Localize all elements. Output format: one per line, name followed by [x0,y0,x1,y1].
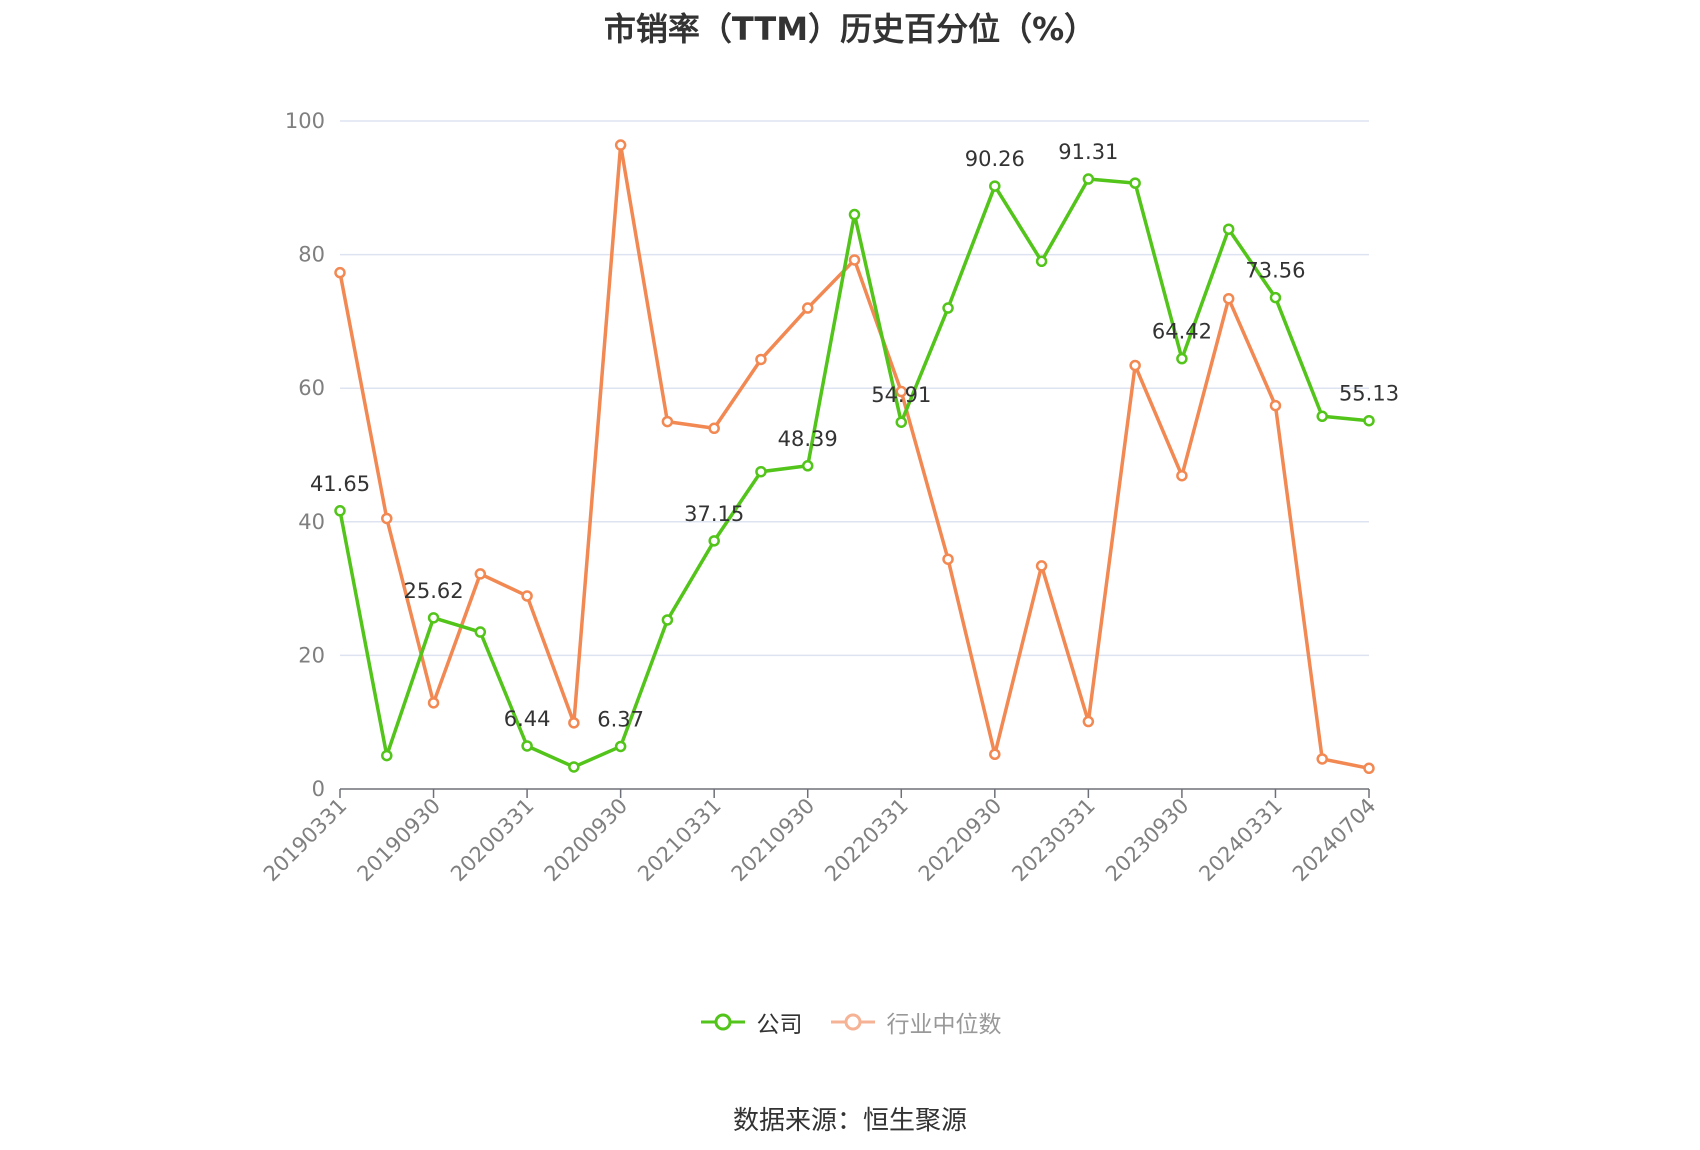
x-tick-label: 20230331 [1007,794,1100,887]
data-point-industry [568,717,580,729]
data-point-company [1035,255,1048,268]
data-point-company [1316,410,1328,423]
data-point-company [381,749,393,762]
data-point-industry [1316,753,1328,765]
axes: 0 20 40 60 80 100 20190331 20190930 20200331 2020… [259,109,1381,886]
data-point-company [334,505,346,517]
data-label-company: 25.62 [403,579,463,603]
data-point-company [427,612,440,624]
data-point-industry [1222,292,1235,305]
data-point-industry [1035,560,1048,572]
data-labels: 41.65 25.62 6.44 6.37 37.15 48.39 54.91 90.26 91… [310,140,1399,731]
data-point-industry [895,385,908,398]
data-point-company [661,614,674,626]
y-tick-label: 60 [298,376,325,400]
data-point-company [895,416,908,428]
series-lines [334,139,1375,775]
data-source: 数据来源：恒生聚源 [732,1106,967,1136]
data-point-company [1222,223,1235,235]
legend: 公司 行业中位数 [0,1005,1700,1039]
data-label-company: 91.31 [1058,140,1118,164]
y-tick-label: 80 [298,243,325,267]
data-point-industry [1269,399,1282,412]
data-point-industry [848,254,861,266]
y-tick-label: 40 [298,510,325,534]
data-label-company: 37.15 [684,502,744,526]
data-point-company [708,535,720,547]
data-point-industry [708,422,720,435]
series-line-company [338,177,1370,769]
legend-label-company: 公司 [756,1012,803,1038]
y-tick-label: 100 [285,109,325,133]
data-point-industry [614,139,627,151]
data-label-company: 48.39 [778,427,838,451]
data-point-company [942,302,954,314]
x-tick-label: 20240331 [1194,794,1287,887]
x-tick-label: 20190930 [353,794,446,887]
data-point-company [521,740,533,752]
data-point-industry [381,512,393,525]
data-point-company [1176,352,1188,365]
data-point-company [848,208,861,221]
data-label-company: 41.65 [310,472,370,496]
x-tick-label: 20190331 [259,794,352,887]
data-label-company: 55.13 [1339,382,1399,406]
data-point-industry [1363,762,1375,775]
series-line-industry [338,143,1370,771]
x-tick-label: 20200930 [540,794,633,887]
grid-lines [340,120,1369,657]
data-label-company: 90.26 [965,147,1025,171]
data-point-industry [1176,469,1188,482]
legend-item-company[interactable]: 公司 [699,1005,803,1039]
y-tick-label: 20 [298,643,325,667]
legend-industry-marker-icon [830,1013,875,1031]
x-tick-label: 20230930 [1101,794,1194,887]
data-point-company [801,460,814,472]
data-point-company [614,740,627,753]
data-label-company: 6.37 [597,707,644,731]
x-tick-label: 20210930 [727,794,820,887]
data-point-industry [521,590,533,602]
data-point-industry [801,302,814,314]
legend-item-industry[interactable]: 行业中位数 [829,1005,1002,1039]
x-tick-label: 20220331 [820,794,913,887]
legend-label-industry: 行业中位数 [886,1012,1002,1038]
data-point-industry [755,353,767,366]
data-point-industry [661,415,674,428]
legend-company-marker-icon [700,1013,745,1031]
data-point-industry [1129,359,1141,372]
data-point-company [1129,177,1141,189]
data-point-industry [942,553,954,565]
data-point-company [568,761,580,773]
data-point-industry [1082,715,1095,728]
x-tick-label: 20200331 [446,794,539,887]
y-tick-label: 0 [312,777,325,801]
data-point-industry [989,748,1001,761]
data-label-company: 54.91 [871,383,931,407]
data-label-company: 64.42 [1152,320,1212,344]
data-label-company: 73.56 [1245,259,1305,283]
data-point-industry [334,266,346,279]
data-point-industry [474,568,487,580]
data-point-company [1082,173,1095,185]
x-tick-label: 20220930 [914,794,1007,887]
data-point-company [755,465,767,478]
data-point-industry [427,697,440,709]
data-point-company [1269,291,1282,304]
data-point-company [1363,414,1375,427]
data-label-company: 6.44 [504,707,551,731]
data-point-company [474,626,487,638]
x-tick-label: 20240704 [1288,794,1381,887]
data-point-company [989,180,1001,192]
chart-title: 市销率（TTM）历史百分位（%） [603,10,1097,48]
x-tick-label: 20210331 [633,794,726,887]
